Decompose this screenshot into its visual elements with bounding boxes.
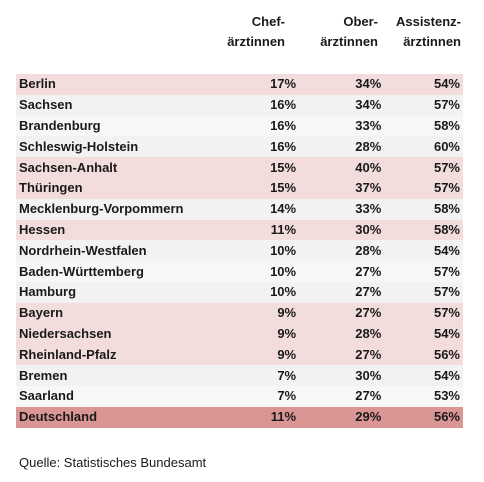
table-row: Sachsen 16% 34% 57% [16, 94, 463, 116]
chef-value: 9% [231, 344, 300, 366]
ober-value: 27% [299, 281, 385, 303]
header-line: Chef- [251, 14, 285, 29]
ober-value: 30% [299, 219, 385, 241]
header-chefaerztinnen: Chef- ärztinnen [227, 12, 285, 52]
ober-value: 28% [299, 323, 385, 345]
state-name: Baden-Württemberg [16, 261, 232, 282]
ober-value: 34% [299, 74, 385, 95]
assistenz-value: 57% [384, 281, 463, 303]
state-name: Hessen [16, 219, 232, 241]
total-chef-value: 11% [231, 406, 300, 428]
chef-value: 10% [231, 281, 300, 303]
header-oberaerztinnen: Ober- ärztinnen [320, 12, 378, 52]
total-row: Deutschland 11% 29% 56% [16, 406, 463, 428]
assistenz-value: 60% [384, 136, 463, 158]
ober-value: 40% [299, 157, 385, 178]
chef-value: 11% [231, 219, 300, 241]
state-name: Berlin [16, 74, 232, 95]
header-assistenzaerztinnen: Assistenz- ärztinnen [396, 12, 461, 52]
chef-value: 16% [231, 94, 300, 116]
table-row: Hessen 11% 30% 58% [16, 219, 463, 241]
total-name: Deutschland [16, 406, 232, 428]
table-header: Chef- ärztinnen Ober- ärztinnen Assisten… [16, 12, 463, 74]
state-name: Nordrhein-Westfalen [16, 240, 232, 262]
chef-value: 7% [231, 385, 300, 407]
assistenz-value: 56% [384, 344, 463, 366]
chef-value: 15% [231, 157, 300, 178]
table-row: Mecklenburg-Vorpommern 14% 33% 58% [16, 198, 463, 220]
state-name: Rheinland-Pfalz [16, 344, 232, 366]
state-name: Niedersachsen [16, 323, 232, 345]
ober-value: 33% [299, 198, 385, 220]
ober-value: 27% [299, 344, 385, 366]
state-name: Thüringen [16, 177, 232, 199]
assistenz-value: 58% [384, 115, 463, 137]
header-line: ärztinnen [320, 34, 378, 49]
ober-value: 27% [299, 385, 385, 407]
table-row: Baden-Württemberg 10% 27% 57% [16, 261, 463, 282]
table-row: Niedersachsen 9% 28% 54% [16, 323, 463, 345]
assistenz-value: 54% [384, 240, 463, 262]
chef-value: 10% [231, 261, 300, 282]
ober-value: 28% [299, 240, 385, 262]
ober-value: 34% [299, 94, 385, 116]
table-row: Saarland 7% 27% 53% [16, 385, 463, 407]
table-row: Berlin 17% 34% 54% [16, 74, 463, 95]
chef-value: 10% [231, 240, 300, 262]
state-name: Mecklenburg-Vorpommern [16, 198, 232, 220]
total-assistenz-value: 56% [384, 406, 463, 428]
header-line: Assistenz- [395, 14, 461, 29]
table-body: Berlin 17% 34% 54% Sachsen 16% 34% 57% B… [16, 74, 463, 428]
assistenz-value: 58% [384, 219, 463, 241]
chef-value: 17% [231, 74, 300, 95]
table-row: Brandenburg 16% 33% 58% [16, 115, 463, 137]
ober-value: 30% [299, 365, 385, 386]
assistenz-value: 57% [384, 302, 463, 324]
chef-value: 16% [231, 115, 300, 137]
source-note: Quelle: Statistisches Bundesamt [19, 455, 207, 470]
chef-value: 9% [231, 323, 300, 345]
state-name: Sachsen-Anhalt [16, 157, 232, 178]
chef-value: 7% [231, 365, 300, 386]
state-name: Bremen [16, 365, 232, 386]
assistenz-value: 58% [384, 198, 463, 220]
header-line: ärztinnen [403, 34, 461, 49]
header-line: Ober- [343, 14, 378, 29]
state-name: Schleswig-Holstein [16, 136, 232, 158]
chef-value: 15% [231, 177, 300, 199]
assistenz-value: 54% [384, 365, 463, 386]
state-name: Saarland [16, 385, 232, 407]
assistenz-value: 54% [384, 74, 463, 95]
assistenz-value: 57% [384, 261, 463, 282]
assistenz-value: 57% [384, 177, 463, 199]
assistenz-value: 57% [384, 157, 463, 178]
data-table: Berlin 17% 34% 54% Sachsen 16% 34% 57% B… [16, 74, 463, 428]
table-row: Nordrhein-Westfalen 10% 28% 54% [16, 240, 463, 262]
chef-value: 16% [231, 136, 300, 158]
table-row: Bayern 9% 27% 57% [16, 302, 463, 324]
total-ober-value: 29% [299, 406, 385, 428]
header-line: ärztinnen [227, 34, 285, 49]
ober-value: 28% [299, 136, 385, 158]
ober-value: 27% [299, 302, 385, 324]
assistenz-value: 54% [384, 323, 463, 345]
state-name: Bayern [16, 302, 232, 324]
chef-value: 14% [231, 198, 300, 220]
state-name: Sachsen [16, 94, 232, 116]
state-name: Brandenburg [16, 115, 232, 137]
table-row: Rheinland-Pfalz 9% 27% 56% [16, 344, 463, 366]
state-name: Hamburg [16, 281, 232, 303]
statistics-table-sheet: Chef- ärztinnen Ober- ärztinnen Assisten… [16, 12, 463, 428]
assistenz-value: 57% [384, 94, 463, 116]
table-row: Bremen 7% 30% 54% [16, 365, 463, 386]
table-row: Schleswig-Holstein 16% 28% 60% [16, 136, 463, 158]
ober-value: 37% [299, 177, 385, 199]
assistenz-value: 53% [384, 385, 463, 407]
table-row: Sachsen-Anhalt 15% 40% 57% [16, 157, 463, 178]
table-row: Hamburg 10% 27% 57% [16, 281, 463, 303]
ober-value: 27% [299, 261, 385, 282]
ober-value: 33% [299, 115, 385, 137]
chef-value: 9% [231, 302, 300, 324]
table-row: Thüringen 15% 37% 57% [16, 177, 463, 199]
